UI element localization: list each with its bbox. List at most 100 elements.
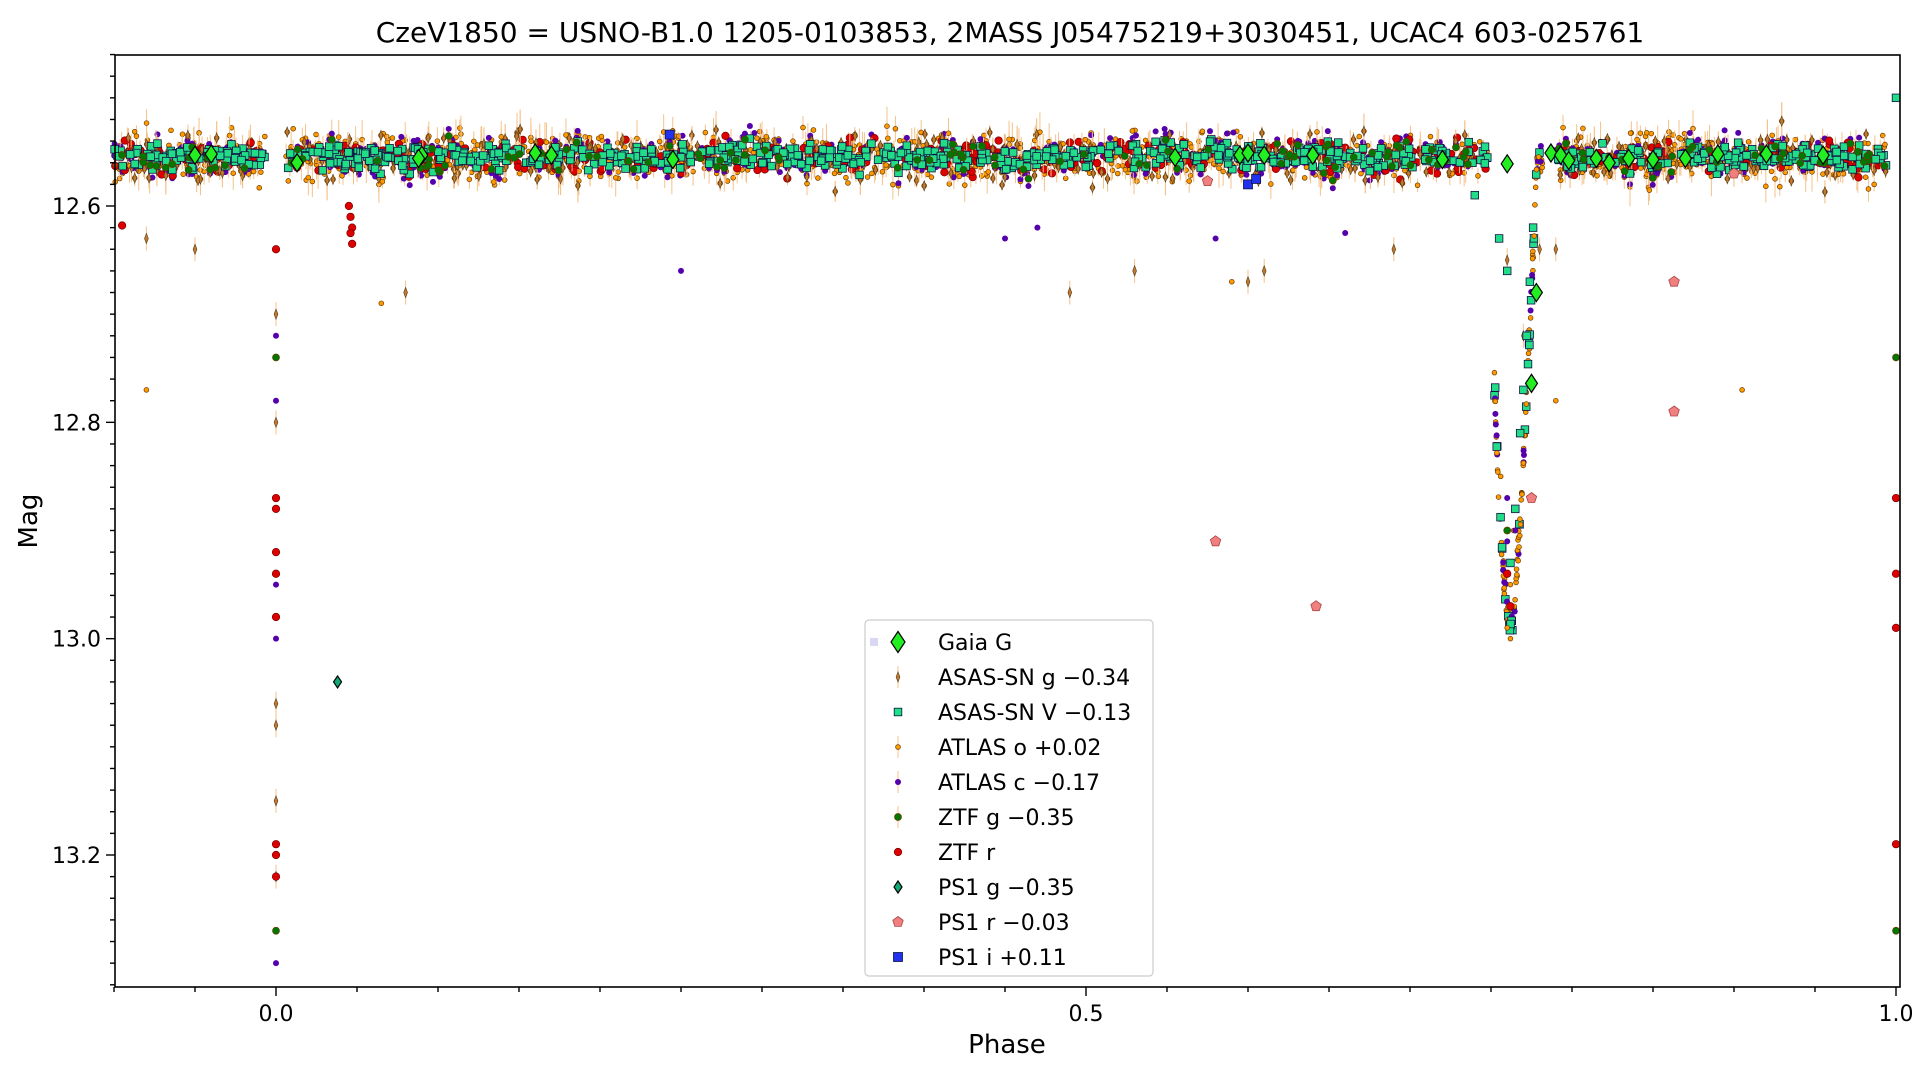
data-point <box>815 176 820 181</box>
data-point <box>703 130 708 135</box>
data-point <box>768 162 776 170</box>
data-point <box>1107 135 1113 141</box>
data-point <box>791 139 796 144</box>
data-point <box>1746 139 1751 144</box>
data-point <box>258 170 263 175</box>
data-point <box>181 172 186 177</box>
data-point <box>1402 168 1407 173</box>
data-point <box>1687 130 1693 136</box>
data-point <box>832 171 837 176</box>
data-point <box>893 126 898 131</box>
data-point <box>1153 128 1159 134</box>
data-point <box>1664 159 1672 167</box>
data-point <box>336 135 341 140</box>
data-point <box>707 147 715 155</box>
data-point <box>1393 135 1401 143</box>
data-point <box>491 180 496 185</box>
data-point <box>890 182 895 187</box>
data-point <box>1017 176 1023 182</box>
data-point <box>1777 184 1782 189</box>
data-point <box>757 129 762 134</box>
data-point <box>251 169 256 174</box>
data-point <box>1007 137 1012 142</box>
data-point <box>924 147 932 155</box>
data-point <box>1769 169 1774 174</box>
data-point <box>517 171 522 176</box>
data-point <box>838 143 846 151</box>
data-point <box>430 179 436 185</box>
data-point <box>1745 176 1750 181</box>
data-point <box>1207 128 1213 134</box>
data-point <box>306 175 311 180</box>
data-point <box>499 134 504 139</box>
data-point <box>1093 159 1101 167</box>
data-point <box>1130 129 1135 134</box>
data-point <box>471 139 476 144</box>
data-point <box>132 129 137 134</box>
data-point <box>1048 169 1056 177</box>
data-point <box>856 171 864 179</box>
data-point <box>1735 130 1741 136</box>
data-point <box>486 135 492 141</box>
data-point <box>1841 171 1846 176</box>
data-point <box>1866 187 1871 192</box>
data-point <box>599 134 604 139</box>
data-point <box>117 176 122 181</box>
data-point <box>1392 173 1397 178</box>
data-point <box>1856 135 1862 141</box>
data-point <box>642 173 648 179</box>
data-point <box>664 174 670 180</box>
data-point <box>1120 163 1125 168</box>
data-point <box>1849 166 1857 174</box>
data-point <box>1189 145 1194 150</box>
data-point <box>1428 134 1433 139</box>
data-point <box>544 140 549 145</box>
data-point <box>880 169 885 174</box>
data-point <box>884 143 892 151</box>
data-point <box>1647 188 1652 193</box>
data-point <box>1460 142 1465 147</box>
data-point <box>895 180 901 186</box>
data-point <box>616 170 621 175</box>
data-point <box>1143 171 1149 177</box>
data-point <box>384 134 389 139</box>
data-point <box>1221 169 1226 174</box>
data-point <box>262 134 267 139</box>
data-point <box>1180 141 1188 149</box>
data-point <box>169 128 174 133</box>
data-point <box>1649 131 1654 136</box>
data-point <box>904 135 910 141</box>
data-point <box>941 168 949 176</box>
data-point <box>1359 171 1364 176</box>
data-point <box>657 139 662 144</box>
data-point <box>1599 140 1607 148</box>
data-point <box>885 136 890 141</box>
data-point <box>291 126 296 131</box>
data-point <box>658 145 663 150</box>
data-point <box>529 139 534 144</box>
data-point <box>811 128 816 133</box>
data-point <box>1268 182 1273 187</box>
data-point <box>398 134 404 140</box>
data-point <box>435 139 440 144</box>
data-point <box>733 164 741 172</box>
data-point <box>1334 139 1342 147</box>
data-point <box>1238 134 1243 139</box>
data-point <box>1162 126 1168 132</box>
data-point <box>1872 182 1877 187</box>
data-point <box>874 156 882 164</box>
data-point <box>1392 151 1400 159</box>
data-point <box>1644 130 1649 135</box>
data-point <box>1325 128 1331 134</box>
data-point <box>552 138 558 144</box>
data-point <box>759 159 767 167</box>
data-point <box>747 123 753 129</box>
data-point <box>819 146 827 154</box>
data-point <box>588 174 593 179</box>
data-point <box>1863 175 1868 180</box>
data-point <box>1025 183 1031 189</box>
data-point <box>722 132 730 140</box>
chart-title: CzeV1850 = USNO-B1.0 1205-0103853, 2MASS… <box>376 16 1645 49</box>
data-point <box>1415 183 1420 188</box>
